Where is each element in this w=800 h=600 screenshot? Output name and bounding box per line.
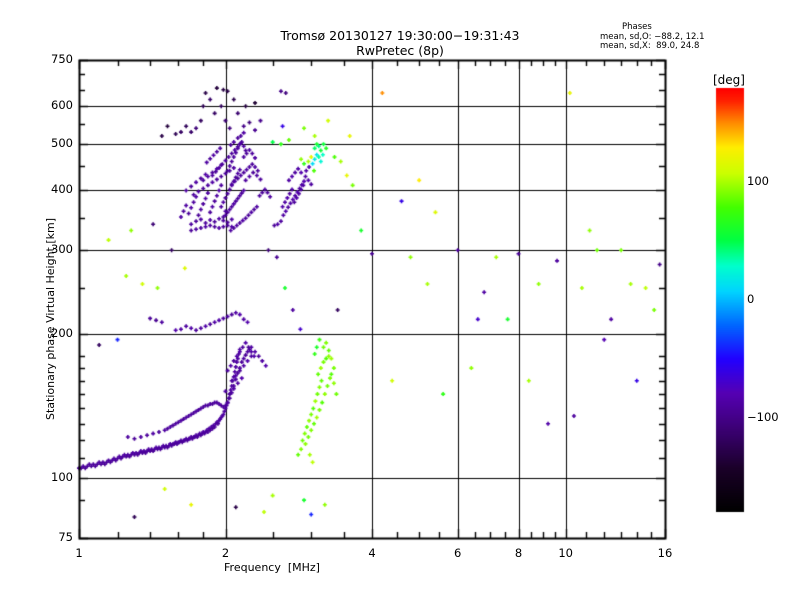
y-tick-label-1: 600 — [51, 98, 73, 113]
phase-stats-x-mode: mean, sd,X: 89.0, 24.8 — [600, 41, 700, 51]
y-tick-label-2: 500 — [51, 136, 73, 151]
colorbar-tick-label-1: 0 — [747, 292, 755, 306]
y-tick-label-4: 300 — [51, 242, 73, 257]
x-tick-label-6: 16 — [657, 546, 673, 560]
y-tick-label-6: 100 — [51, 470, 73, 485]
y-tick-label-3: 400 — [51, 182, 73, 197]
y-tick-label-0: 750 — [51, 52, 73, 66]
x-axis-label: Frequency [MHz] — [224, 561, 320, 574]
y-tick-label-7: 75 — [58, 530, 73, 544]
colorbar-tick-label-0: 100 — [747, 174, 769, 189]
phase-stats-o-mode: mean, sd,O: −88.2, 12.1 — [600, 32, 705, 42]
y-tick-label-5: 200 — [51, 326, 73, 341]
plot-title-main: Tromsø 20130127 19:30:00−19:31:43 — [280, 28, 520, 43]
x-tick-label-3: 6 — [454, 546, 462, 560]
x-tick-label-1: 2 — [221, 546, 230, 560]
colorbar-unit-label: [deg] — [713, 73, 745, 87]
x-tick-label-5: 10 — [558, 546, 573, 560]
plot-title-subtitle: RwPretec (8p) — [356, 43, 444, 58]
phase-stats-heading: Phases — [622, 22, 652, 32]
x-tick-label-0: 1 — [75, 546, 83, 560]
x-tick-label-4: 8 — [514, 546, 523, 560]
colorbar-tick-label-2: −100 — [747, 409, 779, 424]
x-tick-label-2: 4 — [368, 546, 376, 560]
